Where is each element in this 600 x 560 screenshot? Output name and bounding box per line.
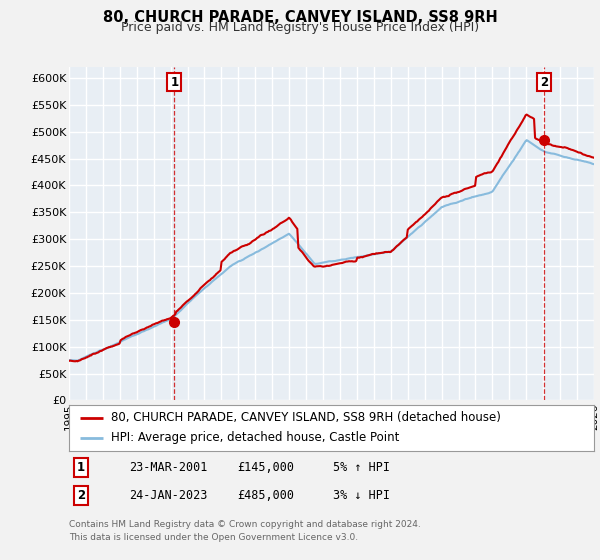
Text: Price paid vs. HM Land Registry's House Price Index (HPI): Price paid vs. HM Land Registry's House …: [121, 21, 479, 34]
Text: This data is licensed under the Open Government Licence v3.0.: This data is licensed under the Open Gov…: [69, 533, 358, 542]
Text: 5% ↑ HPI: 5% ↑ HPI: [333, 461, 390, 474]
Text: 2: 2: [541, 76, 548, 88]
Text: Contains HM Land Registry data © Crown copyright and database right 2024.: Contains HM Land Registry data © Crown c…: [69, 520, 421, 529]
Text: £145,000: £145,000: [237, 461, 294, 474]
Text: 2: 2: [77, 489, 85, 502]
Text: 24-JAN-2023: 24-JAN-2023: [129, 489, 208, 502]
Text: 1: 1: [170, 76, 178, 88]
Text: 23-MAR-2001: 23-MAR-2001: [129, 461, 208, 474]
Text: 80, CHURCH PARADE, CANVEY ISLAND, SS8 9RH (detached house): 80, CHURCH PARADE, CANVEY ISLAND, SS8 9R…: [111, 411, 501, 424]
Text: HPI: Average price, detached house, Castle Point: HPI: Average price, detached house, Cast…: [111, 431, 400, 445]
Text: £485,000: £485,000: [237, 489, 294, 502]
Text: 3% ↓ HPI: 3% ↓ HPI: [333, 489, 390, 502]
Text: 1: 1: [77, 461, 85, 474]
Text: 80, CHURCH PARADE, CANVEY ISLAND, SS8 9RH: 80, CHURCH PARADE, CANVEY ISLAND, SS8 9R…: [103, 10, 497, 25]
